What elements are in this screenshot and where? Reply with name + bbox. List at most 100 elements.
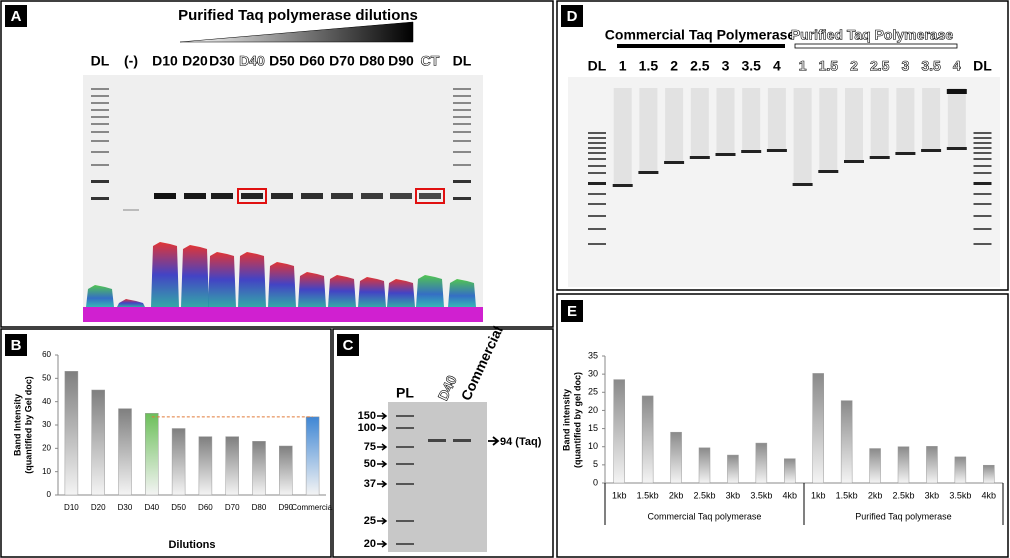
x-tick-label: Commercial: [291, 503, 334, 512]
x-tick-label: 1kb: [811, 490, 826, 500]
smear: [690, 88, 709, 156]
x-tick-label: 3kb: [925, 490, 940, 500]
marker-arrow: [377, 540, 388, 548]
annotation: 94 (Taq): [500, 436, 542, 448]
marker-arrow: [377, 460, 388, 468]
band: [715, 153, 736, 156]
highlight-box: [237, 188, 267, 204]
bar: [954, 456, 967, 484]
ladder-band: [453, 88, 471, 90]
y-tick-label: 60: [42, 350, 51, 359]
smear: [613, 88, 632, 184]
ladder-band: [453, 151, 471, 153]
ladder-band: [91, 109, 109, 111]
lane-label: 2: [850, 58, 858, 74]
band: [241, 193, 263, 199]
y-tick-label: 0: [593, 477, 598, 487]
panel-frame: [0, 0, 554, 328]
bar: [784, 458, 796, 484]
marker-arrow: [377, 412, 388, 420]
panel-frame: [556, 293, 1009, 558]
y-tick-label: 0: [47, 490, 52, 499]
lane-label: PL: [396, 385, 414, 401]
lane-label: 1.5: [639, 58, 659, 74]
x-tick-label: D60: [198, 503, 213, 512]
lane-label: 1.5: [819, 58, 839, 74]
ladder-band: [588, 137, 606, 139]
band: [154, 193, 176, 199]
marker-arrow: [377, 517, 388, 525]
y-tick-label: 10: [42, 467, 51, 476]
lane-label: D50: [269, 53, 295, 69]
ladder-band: [396, 483, 414, 485]
band: [689, 156, 710, 159]
band: [895, 152, 916, 155]
panel-label: D: [567, 8, 578, 25]
bar: [118, 408, 132, 496]
ladder-band: [453, 164, 471, 166]
ladder-band: [973, 158, 992, 160]
lane-label: D40: [239, 53, 265, 69]
ladder-band: [396, 415, 414, 417]
intensity-peak: [238, 252, 266, 307]
y-tick-label: 40: [42, 397, 51, 406]
lane-label: D80: [359, 53, 385, 69]
lane-label: 3.5: [921, 58, 941, 74]
panel-label-box: [337, 334, 359, 356]
panel-label: A: [11, 8, 22, 25]
ladder-band: [973, 182, 992, 185]
x-tick-label: 3.5kb: [949, 490, 971, 500]
ladder-band: [453, 95, 471, 97]
band: [331, 193, 353, 199]
lane-label: CT: [421, 53, 440, 69]
ladder-band: [588, 152, 606, 154]
band: [946, 147, 967, 150]
lane-label: Commercial: [458, 323, 506, 402]
ladder-band: [453, 109, 471, 111]
bar: [64, 371, 79, 496]
lane-label: D20: [182, 53, 208, 69]
ladder-band: [396, 446, 414, 448]
lane-label: DL: [973, 58, 992, 74]
panel-frame: [556, 0, 1009, 291]
bar: [727, 454, 739, 484]
x-tick-label: 3kb: [726, 490, 741, 500]
ladder-band: [453, 116, 471, 118]
band: [638, 171, 659, 174]
ladder-band: [588, 228, 606, 230]
bar: [613, 379, 625, 484]
band: [946, 89, 967, 94]
ladder-band: [588, 215, 606, 217]
ladder-band: [588, 243, 606, 245]
bar: [926, 446, 938, 484]
x-tick-label: 3.5kb: [750, 490, 772, 500]
intensity-peak: [181, 245, 209, 307]
lane-label: D30: [209, 53, 235, 69]
x-tick-label: D90: [278, 503, 293, 512]
lane-label: 4: [773, 58, 781, 74]
marker-label: 50: [364, 458, 376, 470]
ladder-band: [973, 215, 992, 217]
x-tick-label: 1.5kb: [637, 490, 659, 500]
y-tick-label: 50: [42, 373, 51, 382]
x-tick-label: 1kb: [612, 490, 627, 500]
lane-label: (-): [124, 53, 138, 69]
group-bar: [794, 43, 958, 49]
panel-label: C: [343, 337, 354, 354]
ladder-band: [91, 131, 109, 133]
ladder-band: [396, 427, 414, 429]
bar: [305, 416, 320, 496]
x-tick-label: D40: [144, 503, 159, 512]
intensity-peak: [298, 272, 326, 307]
bar: [755, 442, 768, 484]
intensity-peak: [387, 279, 415, 307]
bar: [641, 395, 654, 484]
bar: [225, 436, 239, 496]
ladder-band: [973, 172, 992, 174]
band: [361, 193, 383, 199]
y-tick-label: 30: [42, 420, 51, 429]
y-axis-label: Band intensity: [561, 389, 571, 451]
lane-label: 3: [902, 58, 910, 74]
intensity-peak: [328, 275, 356, 307]
